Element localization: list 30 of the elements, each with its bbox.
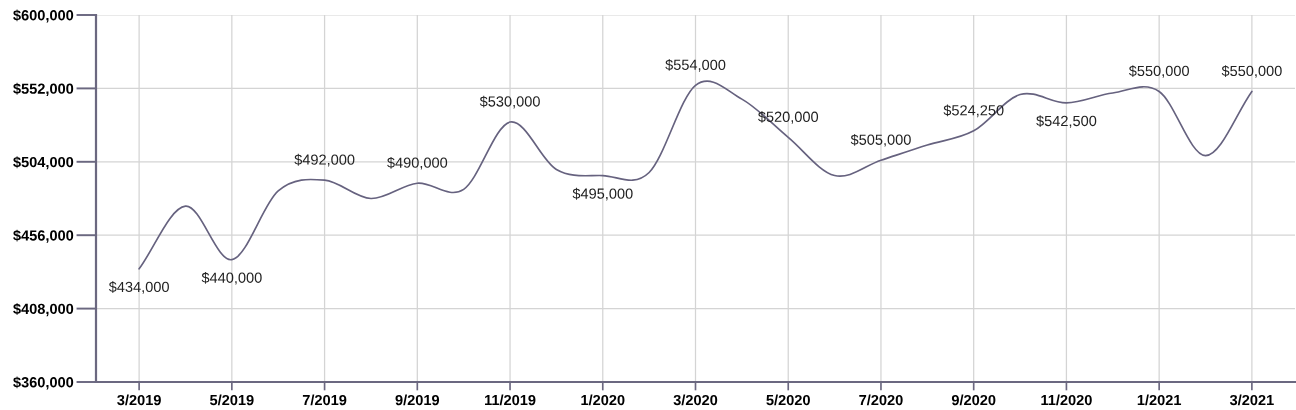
x-tick-label: 7/2019 [302, 394, 347, 406]
x-tick-label: 9/2019 [395, 394, 440, 406]
data-label: $490,000 [387, 156, 448, 170]
x-tick-label: 5/2020 [766, 394, 810, 406]
y-tick-label: $456,000 [13, 229, 74, 243]
data-label: $505,000 [850, 133, 911, 147]
data-label: $530,000 [479, 95, 540, 109]
data-label: $550,000 [1128, 65, 1189, 78]
y-tick-label: $504,000 [13, 156, 74, 170]
x-tick-label: 3/2019 [117, 394, 161, 406]
x-tick-label: 1/2021 [1137, 394, 1182, 406]
data-label: $492,000 [294, 153, 355, 167]
data-label: $542,500 [1036, 115, 1097, 128]
x-tick-label: 11/2019 [485, 394, 536, 406]
y-tick-label: $552,000 [13, 82, 74, 96]
data-label: $434,000 [108, 281, 169, 294]
x-tick-label: 3/2020 [673, 394, 718, 406]
x-tick-label: 1/2020 [581, 394, 625, 406]
y-tick-label: $408,000 [13, 303, 74, 317]
data-label: $550,000 [1221, 65, 1282, 78]
y-tick-label: $360,000 [13, 376, 74, 390]
y-tick-label: $600,000 [13, 9, 74, 23]
x-tick-label: 7/2020 [859, 394, 903, 406]
x-tick-label: 3/2021 [1229, 394, 1274, 406]
x-tick-label: 9/2020 [951, 394, 996, 406]
x-tick-label: 5/2019 [210, 394, 254, 406]
data-label: $495,000 [572, 187, 633, 201]
data-label: $440,000 [201, 271, 262, 285]
data-label: $554,000 [665, 59, 726, 72]
x-tick-label: 11/2020 [1041, 394, 1092, 406]
